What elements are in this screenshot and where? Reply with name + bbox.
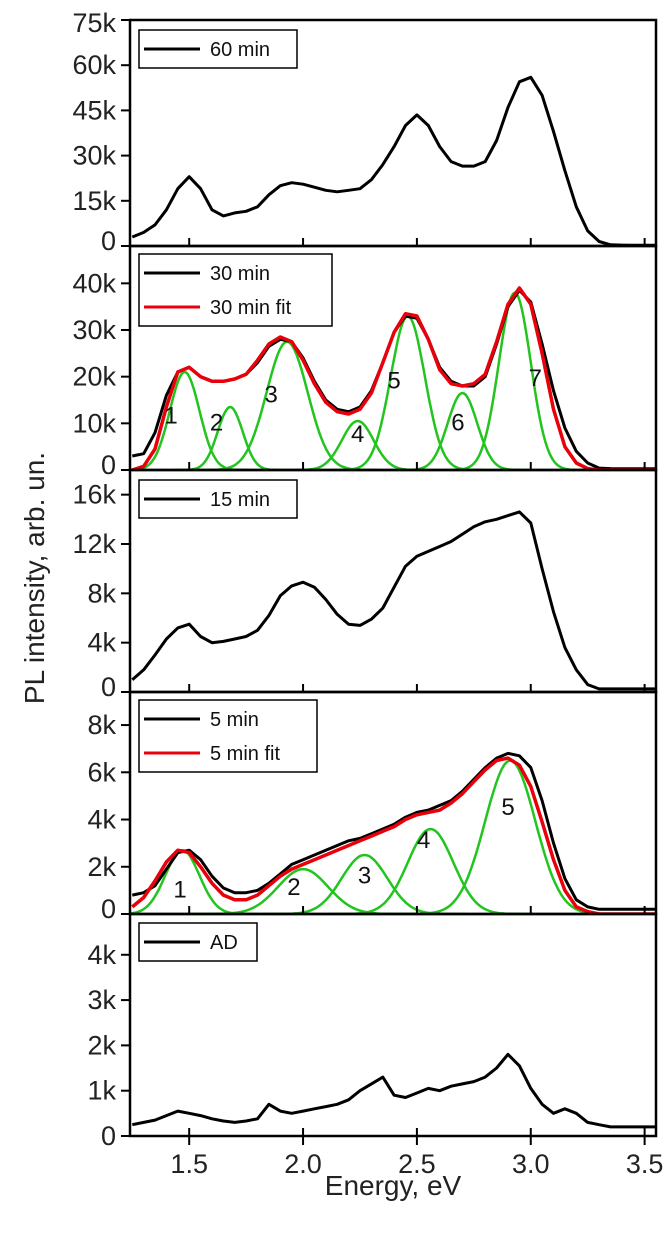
y-tick-label: 40k <box>72 268 116 298</box>
x-tick-label: 1.5 <box>170 1149 208 1179</box>
panel-5min: 1 2 3 4 5 0 2k 4k 6k 8k 5 min 5 min fit <box>87 690 658 924</box>
legend-label-60-min: 60 min <box>210 39 270 61</box>
peak-label-6: 6 <box>451 409 464 436</box>
x-axis-title: Energy, eV <box>325 1170 462 1201</box>
component-peak-1 <box>130 370 252 470</box>
legend-box <box>138 253 333 327</box>
peak-label-5: 5 <box>387 367 400 394</box>
y-tick-label: 10k <box>72 408 116 438</box>
y-tick-label: 0 <box>101 226 116 256</box>
y-tick-label: 75k <box>72 8 116 38</box>
panel-frame <box>128 912 658 1138</box>
series-15-min <box>131 510 656 691</box>
y-tick-label: 45k <box>72 95 116 125</box>
series-layer <box>130 751 656 914</box>
y-tick-label: 15k <box>72 186 116 216</box>
label-layer: 1 2 3 4 5 <box>173 794 514 904</box>
peak-label-7: 7 <box>529 365 542 392</box>
tick-layer: 0 15k 30k 45k 60k 75k <box>72 8 646 256</box>
y-tick-label: 0 <box>101 450 116 480</box>
x-tick-label: 3.0 <box>512 1149 550 1179</box>
peak-label-1: 1 <box>173 877 186 904</box>
legend-label-15-min: 15 min <box>210 489 270 511</box>
y-tick-label: 0 <box>101 672 116 702</box>
y-tick-label: 2k <box>87 1030 116 1060</box>
peak-label-4: 4 <box>417 827 430 854</box>
legend-label-30-min: 30 min <box>210 263 270 285</box>
series-30-min-fit <box>131 286 656 470</box>
panel-AD: 0 1k 2k 3k 4k AD <box>87 912 658 1151</box>
y-tick-label: 1k <box>87 1076 116 1106</box>
x-tick-label: 2.5 <box>398 1149 436 1179</box>
series-ad <box>132 1052 656 1129</box>
y-tick-label: 8k <box>87 710 116 740</box>
x-tick-label: 2.0 <box>284 1149 322 1179</box>
legend-label-5-min-fit: 5 min fit <box>210 743 280 765</box>
tick-layer: 0 4k 8k 12k 16k <box>72 480 646 702</box>
legend-box <box>138 699 318 773</box>
y-tick-label: 30k <box>72 315 116 345</box>
x-tick-label: 3.5 <box>626 1149 664 1179</box>
series-layer <box>130 286 656 470</box>
y-tick-label: 20k <box>72 362 116 392</box>
y-tick-label: 30k <box>72 141 116 171</box>
legend-label-AD: AD <box>210 932 238 954</box>
peak-label-5: 5 <box>501 794 514 821</box>
tick-layer: 0 2k 4k 6k 8k <box>87 710 646 924</box>
y-tick-label: 4k <box>87 805 116 835</box>
legend-label-5-min: 5 min <box>210 709 259 731</box>
series-60-min <box>131 75 656 246</box>
peak-label-2: 2 <box>210 409 223 436</box>
y-tick-label: 0 <box>101 894 116 924</box>
series-layer <box>131 75 656 246</box>
y-tick-label: 4k <box>87 628 116 658</box>
y-tick-label: 3k <box>87 985 116 1015</box>
panel-15min: 0 4k 8k 12k 16k 15 min <box>72 468 658 702</box>
y-tick-label: 16k <box>72 480 116 510</box>
y-tick-label: 2k <box>87 852 116 882</box>
tick-layer: 0 1k 2k 3k 4k <box>87 940 646 1151</box>
y-tick-label: 4k <box>87 940 116 970</box>
y-tick-label: 12k <box>72 529 116 559</box>
panel-60min: 0 15k 30k 45k 60k 75k 60 min <box>72 8 658 256</box>
y-tick-label: 6k <box>87 757 116 787</box>
component-peak-2 <box>173 405 287 470</box>
legend-label-30-min-fit: 30 min fit <box>210 297 292 319</box>
series-5-min <box>131 751 656 911</box>
peak-label-2: 2 <box>287 874 300 901</box>
y-tick-label: 8k <box>87 578 116 608</box>
peak-label-3: 3 <box>358 862 371 889</box>
series-layer <box>132 1052 656 1129</box>
component-peak-5 <box>397 759 623 914</box>
peak-label-4: 4 <box>351 421 364 448</box>
series-5-min-fit <box>131 756 656 914</box>
x-axis: 1.5 2.0 2.5 3.0 3.5 <box>170 1136 663 1179</box>
y-axis-title: PL intensity, arb. un. <box>19 452 50 704</box>
y-tick-label: 60k <box>72 50 116 80</box>
y-tick-label: 0 <box>101 1121 116 1151</box>
component-peak-3 <box>194 340 380 470</box>
series-layer <box>131 510 656 691</box>
label-layer: 1 2 3 45 6 7 <box>164 365 542 448</box>
panel-30min: 1 2 3 45 6 7 0 10k 20k 30k 40k 30 min 30 min fit <box>72 244 658 480</box>
tick-layer: 0 10k 20k 30k 40k <box>72 268 646 480</box>
peak-label-1: 1 <box>164 402 177 429</box>
peak-label-3: 3 <box>265 381 278 408</box>
